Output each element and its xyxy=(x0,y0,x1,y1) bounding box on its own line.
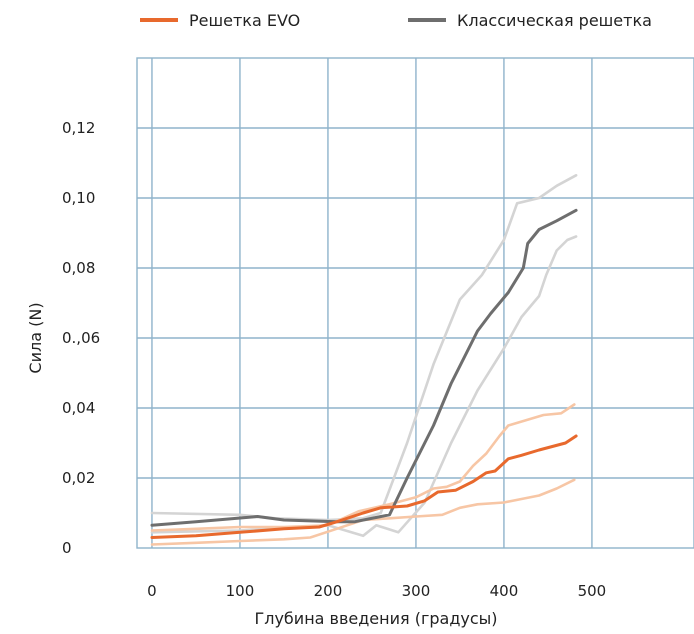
series-line-1 xyxy=(150,403,576,532)
x-tick-label-3: 300 xyxy=(402,582,431,600)
y-tick-label-2: 0,04 xyxy=(62,399,95,417)
x-tick-label-0: 0 xyxy=(147,582,157,600)
legend-label-classic: Классическая решетка xyxy=(457,11,652,30)
series-line-5 xyxy=(150,235,578,538)
x-axis-title: Глубина введения (градусы) xyxy=(254,609,497,628)
y-tick-label-5: 0,10 xyxy=(62,189,95,207)
y-tick-label-6: 0,12 xyxy=(62,119,95,137)
series-lines xyxy=(150,174,578,546)
y-tick-label-3: 0.,06 xyxy=(62,329,100,347)
y-tick-label-1: 0,02 xyxy=(62,469,95,487)
x-tick-label-5: 500 xyxy=(578,582,607,600)
legend-label-evo: Решетка EVO xyxy=(189,11,300,30)
y-axis-title: Сила (N) xyxy=(26,302,45,373)
tick-labels: 0 100 200 300 400 500 0 0,02 0,04 0.,06 0,08 0,10 0,… xyxy=(62,119,606,600)
x-tick-label-1: 100 xyxy=(226,582,255,600)
x-tick-label-4: 400 xyxy=(490,582,519,600)
series-line-3 xyxy=(150,208,578,527)
y-tick-label-0: 0 xyxy=(62,539,72,557)
x-tick-label-2: 200 xyxy=(314,582,343,600)
series-line-0 xyxy=(150,434,578,539)
grid xyxy=(136,57,694,549)
series-line-2 xyxy=(150,478,576,546)
y-tick-label-4: 0,08 xyxy=(62,259,95,277)
series-line-4 xyxy=(150,174,578,522)
legend: Решетка EVO Классическая решетка xyxy=(140,11,652,30)
